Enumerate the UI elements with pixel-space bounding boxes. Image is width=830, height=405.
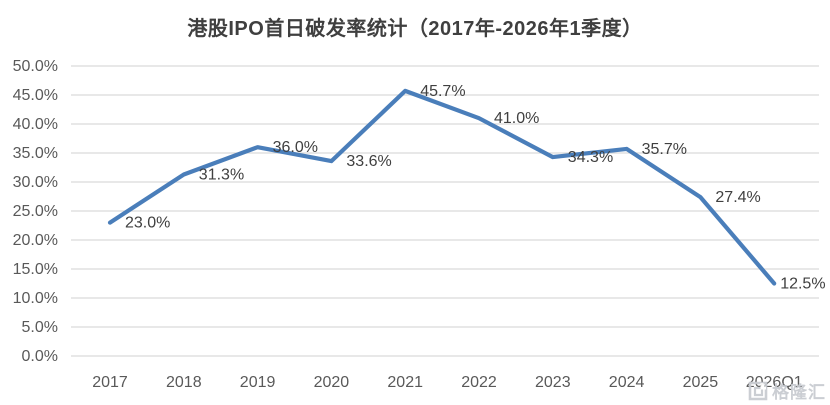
series-line [107, 88, 777, 286]
x-tick-label: 2022 [461, 374, 497, 391]
y-tick-label: 5.0% [22, 319, 58, 336]
x-tick-label: 2021 [387, 374, 423, 391]
x-tick-label: 2018 [166, 374, 202, 391]
point-label: 23.0% [125, 215, 170, 232]
point-label: 12.5% [780, 276, 825, 293]
y-tick-label: 10.0% [13, 290, 58, 307]
x-tick-label: 2019 [240, 374, 276, 391]
y-tick-label: 40.0% [13, 116, 58, 133]
y-tick-label: 45.0% [13, 87, 58, 104]
point-label: 27.4% [715, 189, 760, 206]
point-label: 34.3% [568, 149, 613, 166]
y-tick-label: 50.0% [13, 58, 58, 75]
point-label: 31.3% [199, 167, 244, 184]
y-tick-label: 35.0% [13, 145, 58, 162]
point-label: 33.6% [346, 153, 391, 170]
y-tick-label: 0.0% [22, 348, 58, 365]
y-tick-label: 20.0% [13, 232, 58, 249]
x-tick-label: 2024 [609, 374, 645, 391]
y-tick-label: 25.0% [13, 203, 58, 220]
x-tick-label: 2020 [314, 374, 350, 391]
point-label: 36.0% [273, 139, 318, 156]
chart-title: 港股IPO首日破发率统计（2017年-2026年1季度） [187, 18, 643, 40]
x-tick-label: 2023 [535, 374, 571, 391]
y-tick-label: 30.0% [13, 174, 58, 191]
y-tick-label: 15.0% [13, 261, 58, 278]
point-label: 45.7% [420, 83, 465, 100]
point-label: 41.0% [494, 110, 539, 127]
x-tick-label: 2025 [683, 374, 719, 391]
x-tick-label: 2026Q1 [746, 374, 803, 391]
x-tick-label: 2017 [92, 374, 128, 391]
point-label: 35.7% [642, 141, 687, 158]
